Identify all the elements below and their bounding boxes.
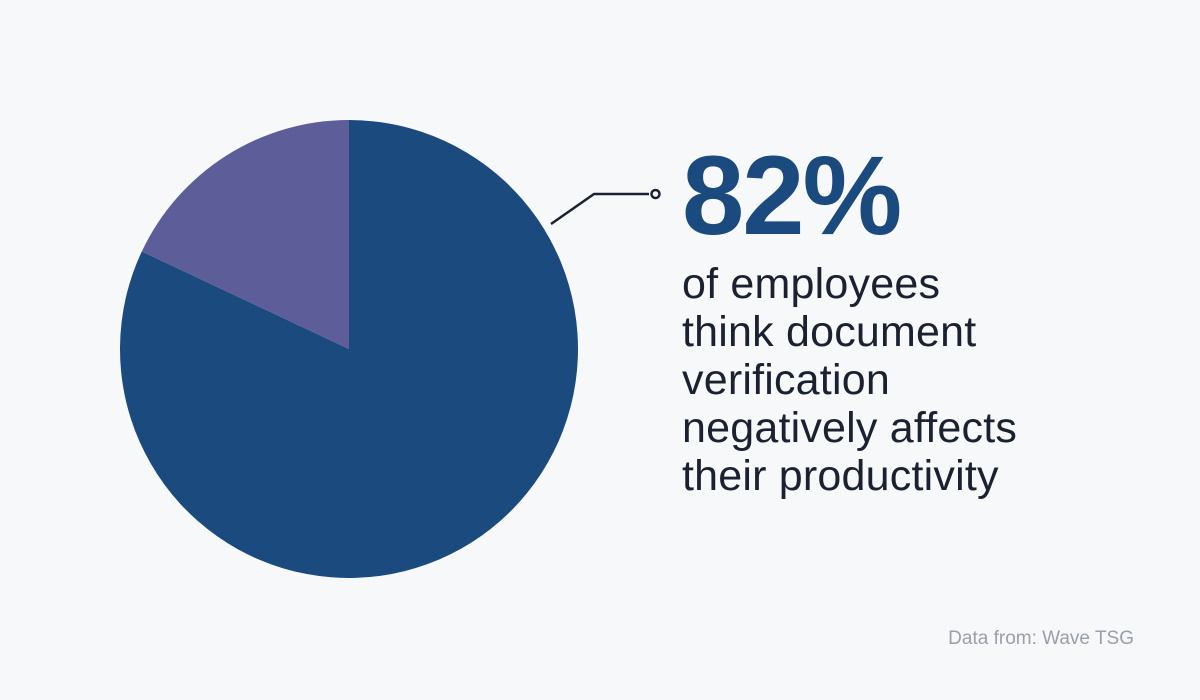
headline-statement-line: negatively affects [682,404,1018,453]
headline-value: 82% [682,133,902,258]
data-source-label: Data from: Wave TSG [948,628,1134,649]
headline-statement-line: verification [682,356,890,405]
headline-statement-line: their productivity [682,452,999,501]
callout-block: 82% of employees think document verifica… [682,133,1152,500]
leader-line-dot [650,188,661,200]
pie-chart [120,120,578,578]
pie-slice-remainder [141,120,349,349]
headline-statement: of employees think document verification… [682,260,1152,500]
headline-statement-line: of employees [682,260,941,309]
pie-slice-main [120,120,578,578]
headline-statement-line: think document [682,308,977,357]
